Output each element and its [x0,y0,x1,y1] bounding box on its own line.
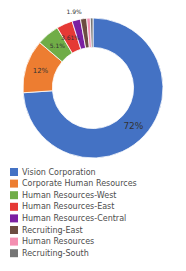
legend-swatch [10,238,18,246]
slice [23,18,163,158]
legend-label: Human Resources-Central [22,214,126,223]
legend-swatch [10,203,18,211]
chart: 72% 12% 5.1%3.61% 1.9% Vision Corporation Cor… [0,0,186,271]
legend-label: Recruiting-East [22,226,83,235]
legend-swatch [10,191,18,199]
legend: Vision Corporation Corporate Human Resour… [10,168,137,258]
data-label: 12% [33,67,49,75]
legend-swatch [10,249,18,257]
legend-label: Corporate Human Resources [22,179,137,188]
legend-label: Vision Corporation [22,168,96,177]
legend-swatch [10,226,18,234]
data-label: 5.1% [50,42,66,49]
data-label: 72% [123,121,143,131]
legend-swatch [10,214,18,222]
slices [23,18,163,158]
data-labels: 72% 12% 5.1%3.61% 1.9% [33,8,144,131]
slice [90,18,93,47]
legend-label: Recruiting-South [22,249,89,258]
legend-swatch [10,168,18,176]
data-label: 3.61% [61,34,80,41]
legend-label: Human Resources [22,237,94,246]
data-label: 1.9% [66,8,82,15]
legend-label: Human Resources-East [22,202,114,211]
legend-swatch [10,180,18,188]
legend-label: Human Resources-West [22,191,116,200]
